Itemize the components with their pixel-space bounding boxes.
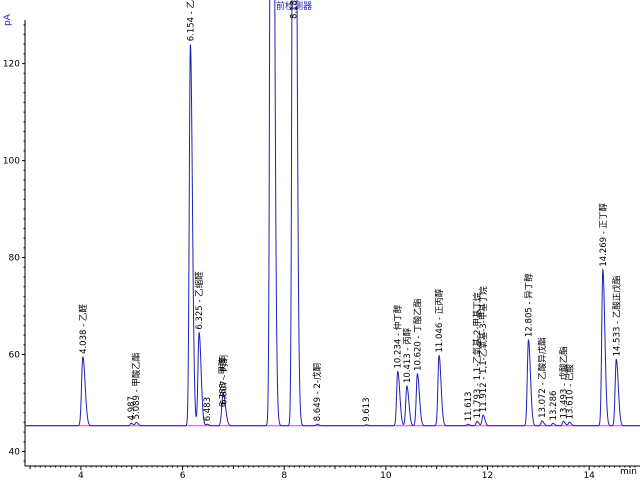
y-axis-label: pA [3, 13, 13, 26]
peak-label: 10.413 - 丙醇 [402, 327, 413, 383]
peak-label: 8.187 [290, 0, 300, 19]
peak-label: 12.805 - 异丁醇 [523, 273, 534, 337]
x-tick-label: 8 [281, 471, 287, 480]
chromatogram-trace [25, 0, 640, 427]
y-tick-label: 60 [9, 351, 21, 361]
chart-title: 前检测器 [276, 0, 312, 12]
x-tick-label: 12 [482, 471, 493, 480]
axes: 40 60 80 100 120 4 6 8 10 12 14 [3, 20, 640, 480]
y-tick-label: 40 [9, 447, 21, 457]
trace-layer [25, 0, 640, 427]
peak-label: 14.533 - 乙酸正戊酯 [611, 275, 622, 356]
peak-label: 10.234 - 仲丁醇 [393, 304, 404, 368]
peak-label: 11.046 - 正丙醇 [434, 288, 445, 352]
x-tick-label: 4 [78, 471, 84, 480]
peak-label: 9.613 [362, 397, 372, 421]
x-tick-label: 6 [180, 471, 186, 480]
peak-label: 5.089 - 甲酸乙酯 [131, 352, 142, 419]
peak-label: 11.912 - 1,1-乙氧基-3-甲基丁烷 [478, 286, 489, 412]
peak-label: 6.483 [203, 397, 213, 421]
peak-label: 13.610 - 己酸 [564, 364, 575, 420]
peak-label: 14.269 - 正丁醇 [598, 202, 609, 266]
peak-label: 6.325 - 乙缩醛 [194, 271, 205, 330]
peak-label: 6.154 - 乙酸乙酯 [185, 0, 196, 41]
peak-label: 11.613 [464, 392, 474, 422]
peak-label: 6.788 - 甲醇 [218, 357, 229, 407]
peak-label: 8.649 - 2-戊酮 [312, 363, 323, 421]
peak-label: 6.807 - 丙酮 [220, 355, 230, 405]
peak-label: 4.038 - 乙醛 [78, 304, 89, 354]
x-tick-label: 14 [583, 471, 595, 480]
peak-label: 13.493 - 戊酸乙酯 [558, 346, 569, 419]
peak-label: 13.286 [549, 391, 559, 421]
peak-label: 4.987 [127, 396, 137, 420]
peak-label: 13.072 - 乙酸异戊酯 [537, 337, 548, 418]
peak-label: 10.620 - 丁酸乙酯 [412, 298, 423, 371]
y-tick-label: 80 [9, 254, 21, 264]
y-tick-label: 100 [3, 157, 20, 167]
peak-label: 11.793 - 1,1-乙氧基-2-甲基丁烷 [472, 292, 483, 418]
y-tick-label: 120 [3, 60, 20, 70]
x-tick-label: 10 [380, 471, 392, 480]
x-axis-label: min [620, 467, 637, 477]
